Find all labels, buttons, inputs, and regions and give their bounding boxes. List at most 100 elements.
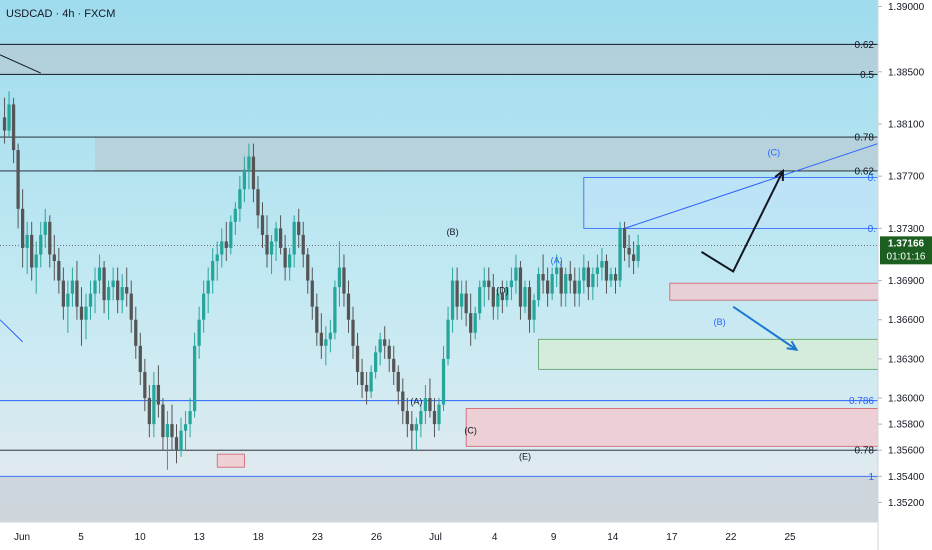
candle-body xyxy=(269,241,274,255)
candle-body xyxy=(396,371,400,392)
y-tick-label: 1.36600 xyxy=(888,315,925,326)
candle-body xyxy=(25,234,29,248)
candle-body xyxy=(30,234,34,268)
candle-body xyxy=(419,411,423,425)
trendline-0 xyxy=(624,143,879,229)
y-axis[interactable]: 1.39000 1.38500 1.38100 1.37700 1.37300 1.369… xyxy=(878,2,925,509)
candle-body xyxy=(618,228,622,281)
candle-body xyxy=(609,274,613,281)
candle-body xyxy=(125,287,129,294)
candle-body xyxy=(174,437,179,451)
y-tick-label: 1.35600 xyxy=(888,446,925,457)
zone-red-6 xyxy=(216,453,245,468)
price-badge-bg xyxy=(880,236,932,265)
projection-path-1 xyxy=(732,305,798,351)
candle-body xyxy=(283,247,287,268)
candle-body xyxy=(61,280,65,307)
x-tick-label: Jun xyxy=(14,532,30,543)
price-badge-countdown: 01:01:16 xyxy=(887,251,926,262)
candle-body xyxy=(278,228,283,248)
candle-body xyxy=(179,430,183,451)
candle-body xyxy=(455,280,459,307)
candle-body xyxy=(487,280,491,288)
candle-body xyxy=(360,371,364,385)
candle-body xyxy=(93,280,97,294)
y-tick-label: 1.36000 xyxy=(888,394,925,405)
candle-body xyxy=(532,300,536,320)
y-tick-label: 1.35200 xyxy=(888,498,925,509)
x-axis[interactable]: Jun 5 10 13 18 23 26 Jul 4 9 14 17 22 25 xyxy=(14,532,796,543)
price-badge-value: 1.37166 xyxy=(888,238,925,249)
candle-body xyxy=(500,293,504,301)
candle-body xyxy=(428,398,432,412)
candle-body xyxy=(631,254,636,261)
x-tick-label: Jul xyxy=(429,532,442,543)
y-tick-label: 1.38500 xyxy=(888,67,925,78)
candle-body xyxy=(591,274,595,288)
candle-body xyxy=(582,267,586,281)
level-label-2: 0.78 xyxy=(855,133,875,144)
wave-label-3: (C) xyxy=(464,425,477,435)
wave-label-5: (A) xyxy=(551,256,563,266)
chart-title: USDCAD · 4h · FXCM xyxy=(6,8,116,20)
candle-body xyxy=(401,391,405,412)
candle-body xyxy=(586,267,590,288)
candle-body xyxy=(306,254,310,281)
candle-body xyxy=(392,358,396,372)
x-tick-label: 5 xyxy=(78,532,84,543)
candle-body xyxy=(324,339,328,346)
candle-body xyxy=(383,339,387,346)
candle-body xyxy=(233,208,237,222)
candle-body xyxy=(292,221,296,255)
candle-body xyxy=(147,398,151,425)
x-tick-label: 26 xyxy=(371,532,383,543)
candle-body xyxy=(211,261,215,281)
candle-body xyxy=(342,267,346,294)
candle-body xyxy=(297,221,301,235)
candle-body xyxy=(11,104,16,151)
x-tick-label: 14 xyxy=(607,532,619,543)
candle-body xyxy=(337,267,342,288)
candle-body xyxy=(242,169,247,190)
x-tick-label: 25 xyxy=(784,532,796,543)
trendline-2 xyxy=(0,319,23,343)
level-label-1: 0.5 xyxy=(860,70,874,81)
candle-body xyxy=(450,280,455,320)
y-tick-label: 1.37300 xyxy=(888,224,925,235)
wave-label-6: (C) xyxy=(768,147,781,157)
wave-label-4: (E) xyxy=(519,451,531,461)
level-label-6: 1 xyxy=(868,472,874,483)
candle-body xyxy=(138,345,142,372)
candle-body xyxy=(274,228,278,242)
candle-body xyxy=(568,274,572,281)
candle-body xyxy=(627,247,631,255)
candle-body xyxy=(405,411,409,425)
candle-body xyxy=(238,189,242,209)
candle-body xyxy=(613,274,618,281)
candle-body xyxy=(16,150,20,209)
candle-body xyxy=(156,384,161,405)
levels-layer: 0.62 0.5 0.78 0.62 0.786 0.78 1 0. 0. xyxy=(0,40,878,483)
candle-body xyxy=(220,241,224,255)
candle-body xyxy=(170,424,174,438)
candle-body xyxy=(464,293,468,314)
candle-body xyxy=(79,306,84,320)
level-label-5: 0.78 xyxy=(855,446,875,457)
candle-body xyxy=(550,274,554,294)
wave-label-0: (B) xyxy=(447,227,459,237)
x-tick-label: 23 xyxy=(312,532,324,543)
candle-body xyxy=(604,261,609,281)
candle-body xyxy=(66,293,70,307)
x-axis-background xyxy=(0,522,878,550)
projection-arrowhead-1 xyxy=(786,340,799,352)
y-tick-label: 1.35400 xyxy=(888,472,925,483)
candle-body xyxy=(265,234,269,255)
candle-body xyxy=(48,221,52,255)
candle-body xyxy=(129,293,133,320)
x-tick-label: 22 xyxy=(725,532,737,543)
candle-body xyxy=(165,424,170,438)
candle-body xyxy=(622,228,627,248)
zone-blue-2 xyxy=(583,177,879,229)
candle-body xyxy=(43,221,47,235)
